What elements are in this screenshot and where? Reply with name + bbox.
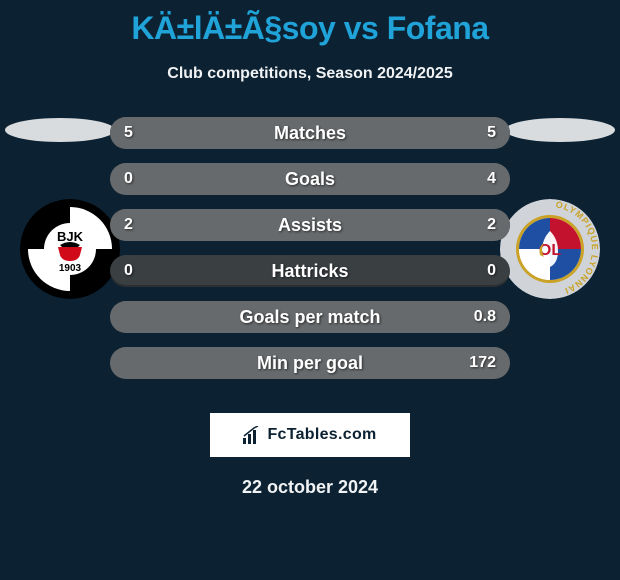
stat-bar-label: Goals per match — [110, 301, 510, 333]
stat-bar-label: Hattricks — [110, 255, 510, 287]
fctables-icon — [243, 426, 261, 444]
stat-value-left: 0 — [124, 163, 133, 195]
svg-text:1903: 1903 — [59, 263, 82, 274]
shadow-ellipse-right — [505, 118, 615, 142]
stat-value-right: 0 — [487, 255, 496, 287]
stat-bar: Hattricks0 0 — [110, 255, 510, 287]
stat-value-left: 2 — [124, 209, 133, 241]
stat-bar-label: Min per goal — [110, 347, 510, 379]
stat-bar: Goals per match0.8 — [110, 301, 510, 333]
stat-bar-label: Matches — [110, 117, 510, 149]
stat-value-left: 5 — [124, 117, 133, 149]
comparison-subtitle: Club competitions, Season 2024/2025 — [0, 65, 620, 83]
club-crest-right: OLYMPIQUE LYONNAI OL — [500, 199, 600, 299]
shadow-ellipse-left — [5, 118, 115, 142]
stat-value-right: 0.8 — [474, 301, 496, 333]
stat-value-right: 4 — [487, 163, 496, 195]
stat-bar: Matches5 5 — [110, 117, 510, 149]
club-crest-left: BJK 1903 — [20, 199, 120, 299]
besiktas-crest-icon: BJK 1903 — [20, 199, 120, 299]
stats-area: BJK 1903 OLYMPIQUE LYONNAI — [0, 121, 620, 391]
fctables-watermark: FcTables.com — [210, 413, 410, 457]
comparison-date: 22 october 2024 — [0, 477, 620, 498]
svg-text:BJK: BJK — [57, 229, 84, 244]
stat-value-right: 2 — [487, 209, 496, 241]
stat-bar: Goals0 4 — [110, 163, 510, 195]
fctables-text: FcTables.com — [267, 426, 376, 444]
stat-value-right: 5 — [487, 117, 496, 149]
stat-value-left: 0 — [124, 255, 133, 287]
comparison-title: KÄ±lÄ±Ã§soy vs Fofana — [0, 0, 620, 47]
stat-value-right: 172 — [469, 347, 496, 379]
stat-bar: Min per goal172 — [110, 347, 510, 379]
stat-bar: Assists2 2 — [110, 209, 510, 241]
lyon-crest-icon: OLYMPIQUE LYONNAI OL — [500, 199, 600, 299]
stat-bar-label: Assists — [110, 209, 510, 241]
stat-bar-label: Goals — [110, 163, 510, 195]
stat-bars: Matches55Goals04Assists22Hattricks00Goal… — [110, 117, 510, 393]
infographic-container: KÄ±lÄ±Ã§soy vs Fofana Club competitions,… — [0, 0, 620, 580]
